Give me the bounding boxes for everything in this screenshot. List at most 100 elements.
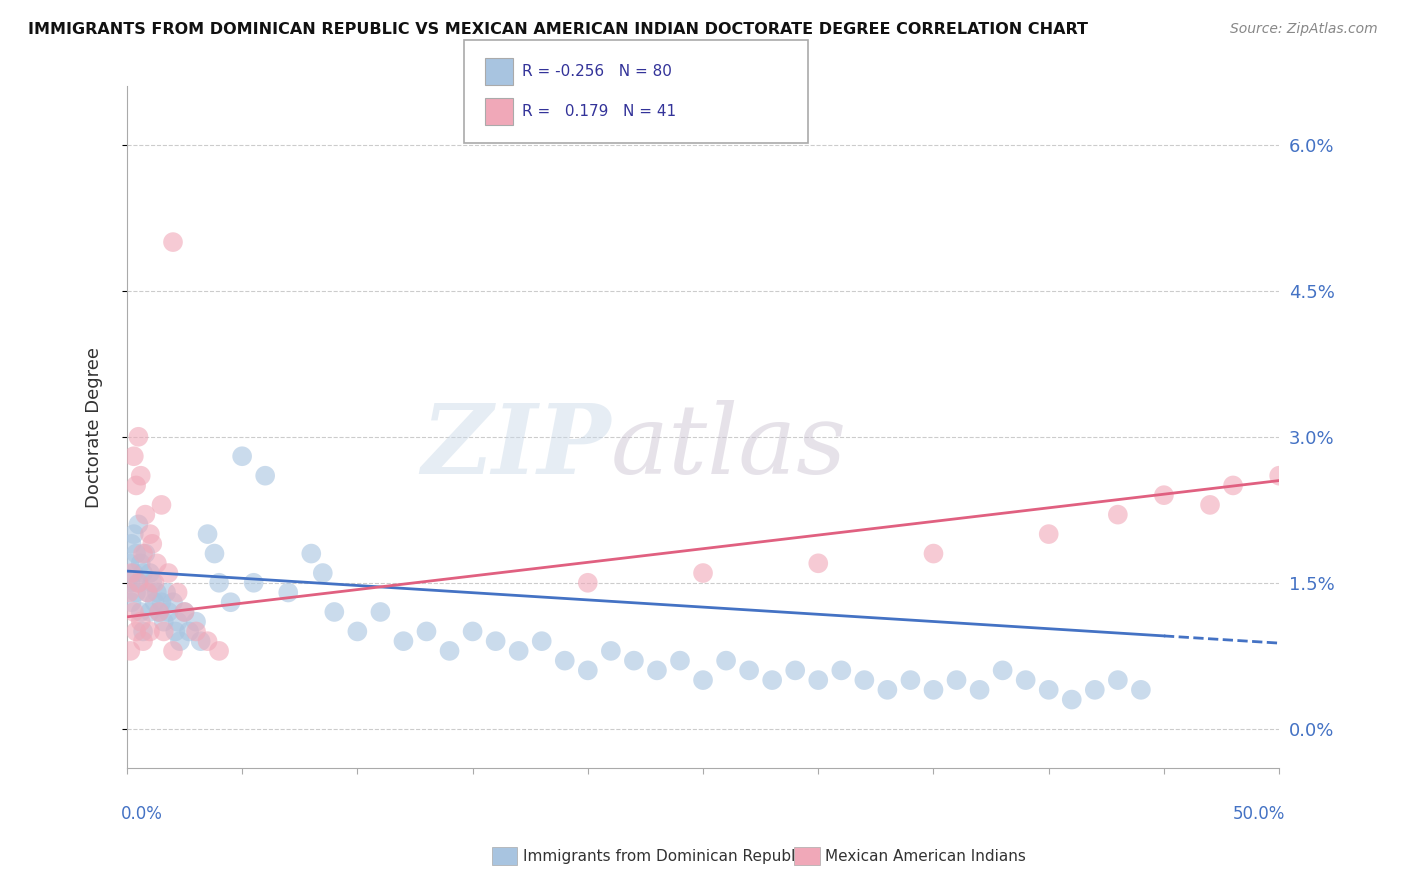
Point xyxy=(139,605,162,619)
Point xyxy=(204,547,226,561)
Point xyxy=(922,682,945,697)
Point xyxy=(118,585,141,599)
Point xyxy=(122,605,145,619)
Point xyxy=(761,673,783,687)
Point xyxy=(922,547,945,561)
Point xyxy=(1222,478,1244,492)
Point xyxy=(1107,508,1129,522)
Point xyxy=(139,624,162,639)
Point xyxy=(127,575,149,590)
Point xyxy=(162,595,184,609)
Point xyxy=(1038,682,1060,697)
Point xyxy=(120,575,142,590)
Point xyxy=(623,654,645,668)
Point xyxy=(969,682,991,697)
Text: ZIP: ZIP xyxy=(422,401,610,494)
Point xyxy=(485,634,508,648)
Point xyxy=(120,644,142,658)
Point xyxy=(208,575,231,590)
Point xyxy=(141,575,163,590)
Point xyxy=(166,585,188,599)
Point xyxy=(785,664,807,678)
Point xyxy=(125,624,148,639)
Text: IMMIGRANTS FROM DOMINICAN REPUBLIC VS MEXICAN AMERICAN INDIAN DOCTORATE DEGREE C: IMMIGRANTS FROM DOMINICAN REPUBLIC VS ME… xyxy=(28,22,1088,37)
Point xyxy=(146,585,169,599)
Point xyxy=(299,547,322,561)
Point xyxy=(576,575,599,590)
Point xyxy=(129,468,152,483)
Point xyxy=(127,430,149,444)
Text: 50.0%: 50.0% xyxy=(1233,805,1285,823)
Text: Mexican American Indians: Mexican American Indians xyxy=(825,849,1026,863)
Text: Immigrants from Dominican Republic: Immigrants from Dominican Republic xyxy=(523,849,808,863)
Point xyxy=(173,605,195,619)
Point xyxy=(157,566,180,580)
Point xyxy=(129,557,152,571)
Point xyxy=(139,566,162,580)
Point xyxy=(508,644,530,658)
Point xyxy=(169,634,191,648)
Point xyxy=(155,585,177,599)
Point xyxy=(530,634,553,648)
Point xyxy=(129,605,152,619)
Point xyxy=(991,664,1014,678)
Point xyxy=(136,585,159,599)
Text: atlas: atlas xyxy=(610,401,846,494)
Point xyxy=(190,634,212,648)
Point xyxy=(179,624,201,639)
Point xyxy=(370,605,392,619)
Point xyxy=(1129,682,1152,697)
Point xyxy=(121,537,143,551)
Point xyxy=(392,634,415,648)
Point xyxy=(173,605,195,619)
Point xyxy=(900,673,922,687)
Point xyxy=(439,644,461,658)
Text: Source: ZipAtlas.com: Source: ZipAtlas.com xyxy=(1230,22,1378,37)
Point xyxy=(197,634,219,648)
Point xyxy=(554,654,576,668)
Point xyxy=(132,566,155,580)
Point xyxy=(121,566,143,580)
Point xyxy=(157,605,180,619)
Point xyxy=(165,624,187,639)
Point xyxy=(125,585,148,599)
Point xyxy=(876,682,898,697)
Point xyxy=(143,595,166,609)
Point xyxy=(1153,488,1175,502)
Point xyxy=(242,575,264,590)
Point xyxy=(576,664,599,678)
Point xyxy=(645,664,668,678)
Point xyxy=(122,566,145,580)
Point xyxy=(132,624,155,639)
Point xyxy=(127,575,149,590)
Point xyxy=(415,624,437,639)
Point xyxy=(277,585,299,599)
Point xyxy=(738,664,761,678)
Point xyxy=(807,673,830,687)
Point xyxy=(599,644,621,658)
Point xyxy=(143,575,166,590)
Point xyxy=(132,634,155,648)
Point xyxy=(166,615,188,629)
Point xyxy=(152,624,174,639)
Point xyxy=(208,644,231,658)
Point xyxy=(1199,498,1222,512)
Point xyxy=(184,624,207,639)
Point xyxy=(150,595,173,609)
Point xyxy=(346,624,368,639)
Point xyxy=(807,557,830,571)
Point xyxy=(134,508,156,522)
Point xyxy=(134,547,156,561)
Point xyxy=(129,615,152,629)
Point xyxy=(150,498,173,512)
Point xyxy=(1268,468,1291,483)
Point xyxy=(127,517,149,532)
Point xyxy=(323,605,346,619)
Point xyxy=(312,566,335,580)
Point xyxy=(692,673,714,687)
Point xyxy=(231,449,253,463)
Point xyxy=(714,654,737,668)
Y-axis label: Doctorate Degree: Doctorate Degree xyxy=(86,346,103,508)
Text: R = -0.256   N = 80: R = -0.256 N = 80 xyxy=(522,64,672,78)
Point xyxy=(148,605,170,619)
